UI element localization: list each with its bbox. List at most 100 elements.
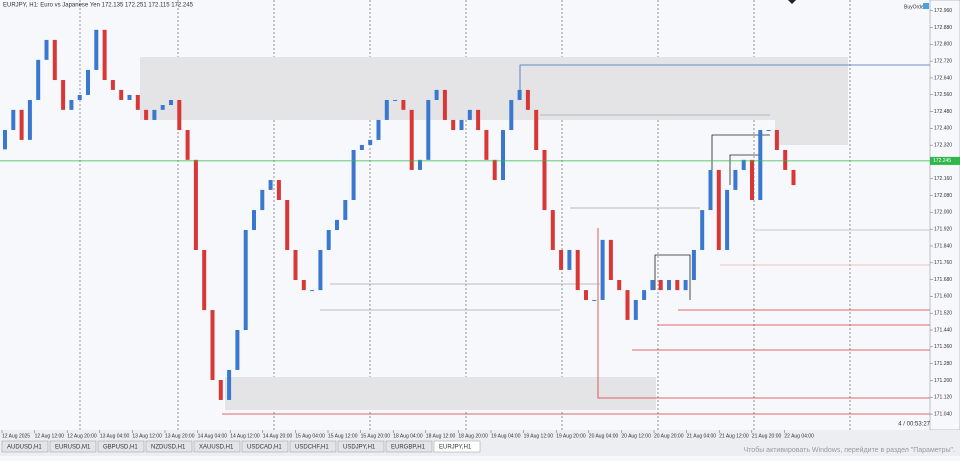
candle: [442, 89, 447, 120]
time-label: 12 Aug 2025: [2, 433, 30, 439]
candle: [774, 130, 779, 150]
candle: [359, 144, 364, 150]
candle: [36, 59, 41, 100]
candle: [144, 109, 149, 120]
time-label: 15 Aug 20:00: [361, 433, 391, 439]
symbol-tab[interactable]: [145, 440, 193, 453]
time-label: 15 Aug 04:00: [295, 433, 325, 439]
price-tick-label: 172.560: [934, 92, 952, 98]
symbol-tab-label[interactable]: NZDUSD,H1: [151, 445, 186, 451]
candle: [52, 39, 57, 81]
candle: [152, 109, 157, 120]
candle: [227, 369, 232, 400]
candle: [534, 109, 539, 150]
candle: [193, 159, 198, 250]
candle: [509, 99, 514, 131]
price-tick-label: 171.120: [934, 395, 952, 401]
symbol-tab[interactable]: [241, 440, 289, 453]
candle: [376, 119, 381, 140]
time-label: 20 Aug 04:00: [589, 433, 619, 439]
candle: [169, 99, 173, 106]
symbol-tab-label[interactable]: GBPUSD,H1: [103, 445, 138, 451]
symbol-tab-label[interactable]: USDCAD,H1: [247, 445, 282, 451]
candle: [633, 299, 638, 320]
candle: [301, 280, 306, 291]
symbol-tab-label[interactable]: EURJPY,H1: [439, 445, 472, 451]
candle: [210, 310, 215, 381]
symbol-tab[interactable]: [1, 440, 49, 453]
candle: [11, 109, 16, 131]
shift-marker: [788, 0, 796, 4]
time-label: 19 Aug 20:00: [556, 433, 586, 439]
symbol-tab[interactable]: [49, 440, 97, 453]
candle: [708, 169, 713, 211]
candle: [252, 210, 256, 231]
time-label: 14 Aug 04:00: [198, 433, 228, 439]
current-price-tag: [930, 156, 960, 165]
buy-order-button[interactable]: BuyOrder: [904, 4, 926, 10]
buy-order-icon[interactable]: [923, 3, 929, 9]
price-tick-label: 172.400: [934, 126, 952, 132]
candle: [69, 99, 74, 110]
countdown: 4 / 00:53:27: [898, 422, 930, 428]
candle: [766, 130, 771, 132]
candle: [86, 69, 90, 95]
candle: [384, 99, 389, 120]
candle: [293, 249, 298, 281]
symbol-tab-label[interactable]: USDCHF,H1: [295, 445, 329, 451]
candle: [733, 169, 738, 190]
candle: [467, 109, 472, 120]
symbol-tab[interactable]: [289, 440, 337, 453]
candle: [426, 99, 431, 160]
candle: [351, 149, 356, 200]
price-tick-label: 172.080: [934, 193, 952, 199]
symbol-tab[interactable]: [97, 440, 145, 453]
candle: [658, 280, 663, 291]
time-label: 12 Aug 12:00: [35, 433, 65, 439]
candle: [625, 290, 630, 320]
candle: [127, 94, 132, 100]
candle: [791, 169, 796, 186]
candle: [691, 249, 696, 281]
candle: [235, 330, 240, 370]
symbol-tab-label[interactable]: USDJPY,H1: [343, 445, 376, 451]
price-tick-label: 172.320: [934, 142, 952, 148]
candle: [343, 199, 348, 220]
time-label: 18 Aug 04:00: [393, 433, 423, 439]
symbol-tab-label[interactable]: EURUSD,M1: [55, 445, 91, 451]
price-tick-label: 171.200: [934, 378, 952, 384]
candle: [559, 249, 564, 270]
symbol-tab[interactable]: [433, 440, 481, 453]
symbol-tab-label[interactable]: XAUUSD,H1: [199, 445, 234, 451]
time-label: 21 Aug 12:00: [719, 433, 749, 439]
candle: [434, 89, 439, 100]
price-tick-label: 171.520: [934, 311, 952, 317]
price-tick-label: 171.920: [934, 227, 952, 233]
candle: [268, 180, 273, 190]
candle: [451, 119, 456, 131]
time-label: 22 Aug 04:00: [784, 433, 814, 439]
symbol-tab-label[interactable]: AUDUSD,H1: [7, 445, 42, 451]
candle: [3, 130, 7, 150]
symbol-tab[interactable]: [337, 440, 385, 453]
candle: [667, 280, 671, 291]
candle: [61, 80, 66, 110]
candle: [517, 89, 522, 100]
time-label: 12 Aug 20:00: [67, 433, 97, 439]
time-label: 20 Aug 12:00: [621, 433, 651, 439]
candle: [401, 99, 406, 110]
time-label: 14 Aug 12:00: [230, 433, 260, 439]
candle: [19, 109, 24, 140]
candle: [592, 299, 597, 301]
symbol-tab-label[interactable]: EURGBP,H1: [391, 445, 426, 451]
candle: [110, 80, 115, 90]
price-tick-label: 172.000: [934, 210, 952, 216]
candle: [326, 230, 331, 250]
candle: [335, 219, 339, 231]
symbol-tab[interactable]: [385, 440, 433, 453]
price-tick-label: 172.480: [934, 109, 952, 115]
current-price-label: 172.245: [933, 158, 951, 164]
candle: [642, 290, 647, 300]
symbol-tab[interactable]: [193, 440, 241, 453]
